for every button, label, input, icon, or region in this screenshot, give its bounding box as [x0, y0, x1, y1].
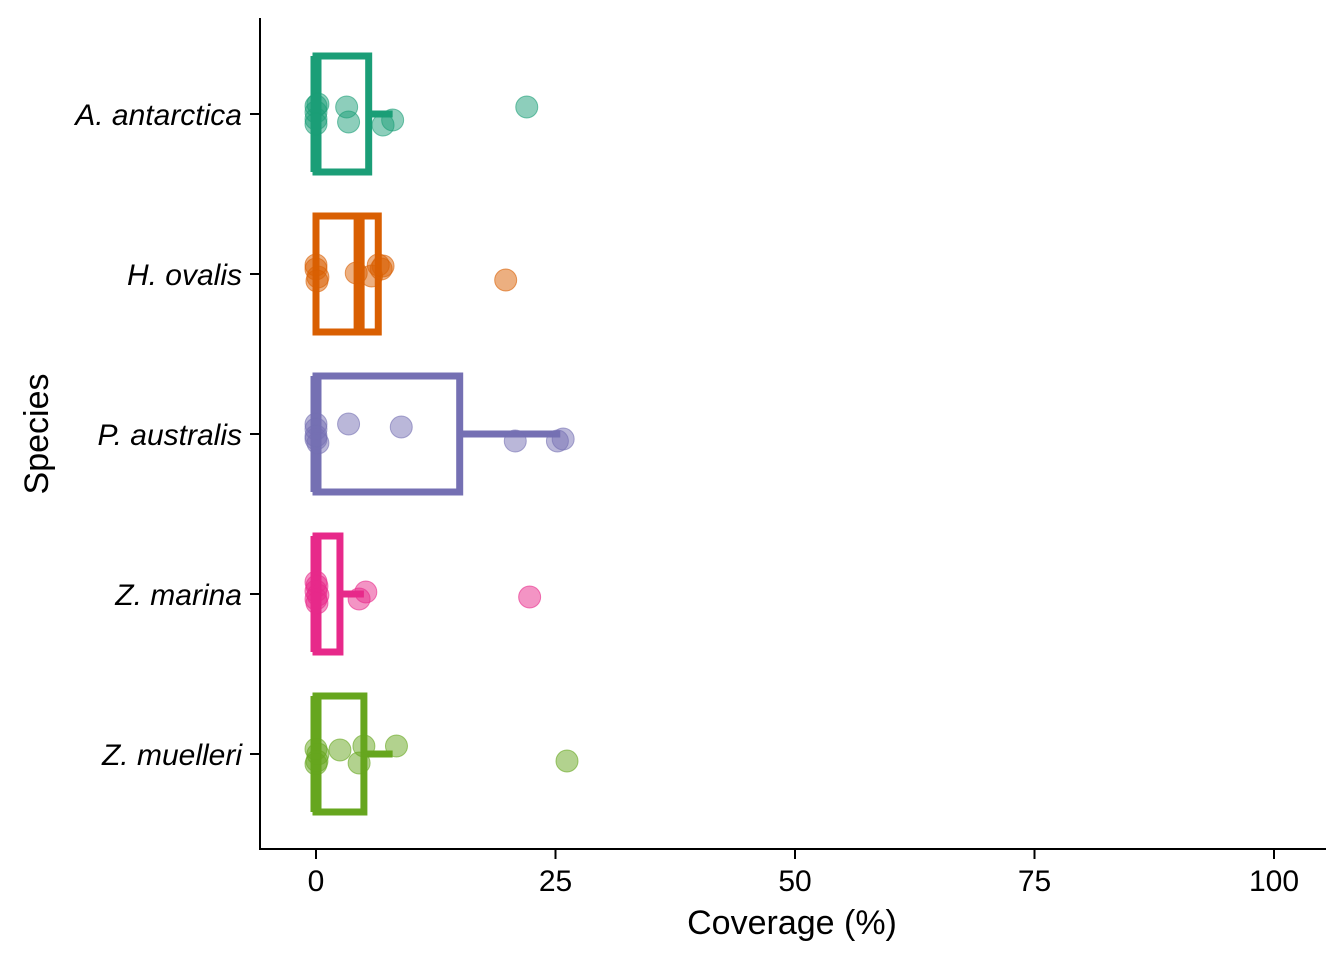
- category-label: Z. muelleri: [101, 739, 243, 772]
- data-point: [381, 108, 405, 132]
- data-point: [347, 751, 371, 775]
- data-point: [518, 585, 542, 609]
- data-point: [503, 429, 527, 453]
- data-point: [389, 415, 413, 439]
- category-label: P. australis: [97, 419, 242, 452]
- x-tick-label: 25: [539, 865, 572, 898]
- y-axis-title: Species: [18, 374, 56, 495]
- data-point: [337, 110, 361, 134]
- box: [312, 372, 464, 496]
- x-tick-label: 50: [778, 865, 811, 898]
- x-tick-label: 0: [308, 865, 325, 898]
- data-point: [304, 112, 328, 136]
- y-ticks: A. antarctica H. ovalis P. australis Z. mar…: [73, 99, 260, 772]
- data-point: [515, 95, 539, 119]
- data-point: [328, 738, 352, 762]
- axes: [259, 18, 1326, 850]
- data-point: [305, 591, 329, 615]
- data-point: [366, 253, 390, 277]
- x-tick-label: 100: [1249, 865, 1299, 898]
- data-point: [555, 749, 579, 773]
- data-point: [305, 269, 329, 293]
- data-point: [306, 742, 330, 766]
- data-point: [551, 427, 575, 451]
- x-ticks: 0 25 50 75 100: [308, 849, 1299, 898]
- data-point: [494, 268, 518, 292]
- data-point: [337, 412, 361, 436]
- data-point: [304, 424, 328, 448]
- category-label: H. ovalis: [127, 259, 242, 292]
- x-tick-label: 75: [1018, 865, 1051, 898]
- data-point: [384, 734, 408, 758]
- points: [304, 92, 579, 776]
- data-point: [306, 92, 330, 116]
- category-label: Z. marina: [114, 579, 242, 612]
- x-axis-title: Coverage (%): [687, 904, 897, 942]
- category-label: A. antarctica: [73, 99, 242, 132]
- data-point: [347, 587, 371, 611]
